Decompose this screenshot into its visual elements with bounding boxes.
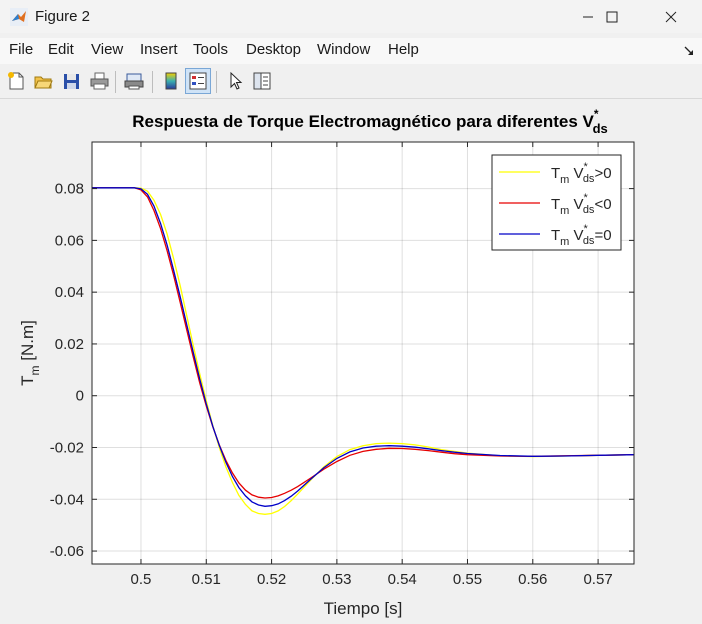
menu-view[interactable]: View bbox=[91, 41, 124, 58]
menu-insert[interactable]: Insert bbox=[140, 41, 178, 58]
x-tick-label: 0.57 bbox=[583, 571, 612, 588]
maximize-button[interactable] bbox=[589, 0, 635, 33]
menu-window[interactable]: Window bbox=[317, 41, 371, 58]
window-title: Figure 2 bbox=[35, 8, 91, 25]
y-grid bbox=[92, 188, 634, 552]
x-axis-label: Tiempo [s] bbox=[324, 599, 403, 618]
save-button[interactable] bbox=[58, 68, 84, 94]
menu-help[interactable]: Help bbox=[388, 41, 419, 58]
insert-legend-button[interactable] bbox=[185, 68, 211, 94]
menu-file[interactable]: File bbox=[9, 41, 34, 58]
y-tick-label: -0.06 bbox=[50, 543, 84, 560]
x-tick-label: 0.55 bbox=[453, 571, 482, 588]
maximize-icon bbox=[606, 11, 618, 22]
new-figure-icon bbox=[8, 72, 24, 90]
matlab-logo-icon bbox=[10, 8, 28, 26]
print-icon bbox=[90, 72, 109, 90]
menu-tools[interactable]: Tools bbox=[193, 41, 229, 58]
y-tick-label: -0.02 bbox=[50, 439, 84, 456]
x-tick-label: 0.54 bbox=[388, 571, 417, 588]
x-tick-label: 0.52 bbox=[257, 571, 286, 588]
y-ticks: -0.06 -0.04 -0.02 0 0.02 0.04 0.06 0.08 bbox=[50, 181, 634, 560]
series-line-2 bbox=[92, 187, 634, 507]
y-tick-label: 0.02 bbox=[55, 336, 84, 353]
insert-legend-icon bbox=[189, 72, 207, 90]
print-button[interactable] bbox=[86, 68, 112, 94]
legend-label-2: Tm V* ds=0 bbox=[551, 223, 612, 248]
figure-toolbar bbox=[0, 66, 702, 99]
open-file-icon bbox=[34, 76, 53, 89]
insert-colorbar-button[interactable] bbox=[158, 68, 184, 94]
toolbar-separator bbox=[115, 71, 116, 93]
edit-plot-button[interactable] bbox=[222, 68, 248, 94]
x-ticks: 0.5 0.51 0.52 0.53 0.54 0.55 0.56 0.57 bbox=[131, 142, 613, 588]
toolbar-separator bbox=[152, 71, 153, 93]
series-lines bbox=[92, 187, 634, 515]
print-preview-button[interactable] bbox=[121, 68, 147, 94]
property-inspector-icon bbox=[253, 72, 271, 90]
legend-label-0: Tm V* ds>0 bbox=[551, 161, 612, 186]
toolbar-separator bbox=[216, 71, 217, 93]
plot-area: 0.5 0.51 0.52 0.53 0.54 0.55 0.56 0.57 -0.06-0.… bbox=[18, 107, 635, 618]
open-file-button[interactable] bbox=[30, 68, 56, 94]
menu-bar: File Edit View Insert Tools Desktop Wind… bbox=[0, 38, 702, 64]
figure-canvas: 0.5 0.51 0.52 0.53 0.54 0.55 0.56 0.57 -0.06 -0.… bbox=[0, 99, 702, 624]
series-line-1 bbox=[92, 187, 634, 499]
x-tick-label: 0.51 bbox=[192, 571, 221, 588]
legend-label-1: Tm V* ds<0 bbox=[551, 192, 612, 217]
close-icon bbox=[665, 11, 677, 22]
menu-desktop[interactable]: Desktop bbox=[246, 41, 302, 58]
close-button[interactable] bbox=[648, 0, 694, 33]
x-grid bbox=[140, 142, 599, 564]
series-line-0 bbox=[92, 187, 634, 515]
dock-arrow-icon[interactable] bbox=[684, 46, 694, 56]
x-tick-label: 0.56 bbox=[518, 571, 547, 588]
axes-frame bbox=[91, 141, 635, 565]
menu-edit[interactable]: Edit bbox=[48, 41, 74, 58]
print-preview-icon bbox=[124, 73, 144, 90]
y-tick-label: 0.04 bbox=[55, 284, 84, 301]
y-tick-label: 0.08 bbox=[55, 181, 84, 198]
legend: Tm V* ds>0 Tm V* ds<0 Tm V* ds=0 bbox=[491, 154, 622, 251]
y-axis-label: Tm [N.m] bbox=[18, 320, 42, 386]
x-tick-label: 0.5 bbox=[131, 571, 152, 588]
minimize-button[interactable] bbox=[565, 0, 611, 33]
save-icon bbox=[64, 74, 79, 89]
insert-colorbar-icon bbox=[165, 72, 177, 90]
chart-title: Respuesta de Torque Electromagnético par… bbox=[132, 107, 608, 136]
y-tick-label: 0.06 bbox=[55, 232, 84, 249]
x-tick-label: 0.53 bbox=[322, 571, 351, 588]
minimize-icon bbox=[583, 16, 593, 17]
y-tick-label: 0 bbox=[76, 388, 84, 405]
new-figure-button[interactable] bbox=[3, 68, 29, 94]
edit-plot-pointer-icon bbox=[230, 71, 243, 90]
window-titlebar: Figure 2 bbox=[0, 0, 702, 33]
property-inspector-button[interactable] bbox=[249, 68, 275, 94]
y-tick-label: -0.04 bbox=[50, 491, 84, 508]
